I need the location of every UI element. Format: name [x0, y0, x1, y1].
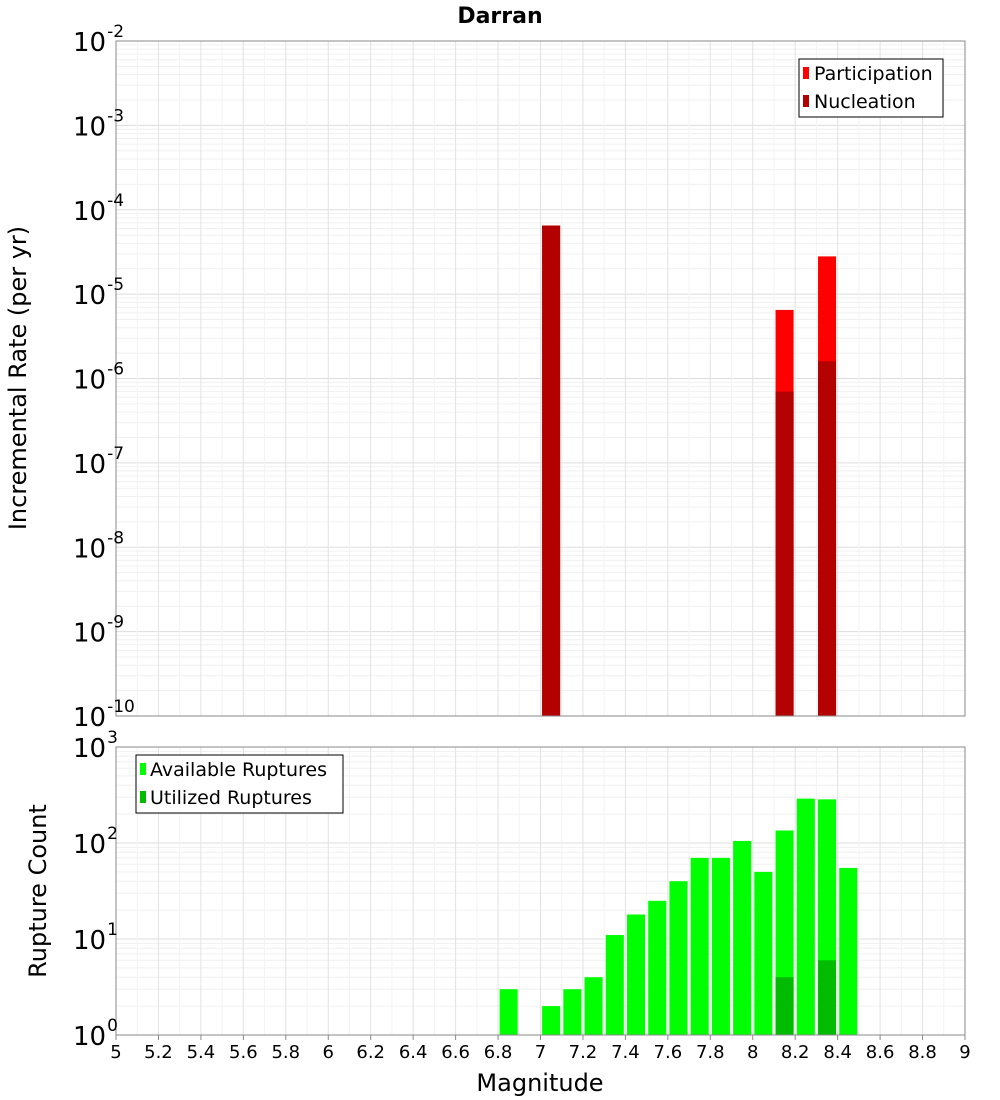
count-y-tick-label: 102 — [73, 824, 118, 860]
count-legend: Available Ruptures Utilized Ruptures — [135, 754, 344, 814]
x-tick-label: 9 — [959, 1042, 970, 1063]
rate-y-tick-exponent: -10 — [107, 697, 135, 717]
legend-label-available-ruptures: Available Ruptures — [150, 759, 327, 781]
rate-plot-gridlines — [115, 41, 966, 716]
bar-available-ruptures — [605, 935, 624, 1035]
count-y-tick-exponent: 3 — [107, 728, 118, 748]
legend-label-utilized-ruptures: Utilized Ruptures — [150, 787, 312, 809]
bar-nucleation — [775, 391, 794, 716]
legend-swatch-participation — [803, 67, 809, 79]
x-tick-label: 5.6 — [229, 1042, 258, 1063]
rate-y-tick-exponent: -5 — [107, 275, 124, 295]
rate-plot-frame — [115, 40, 966, 717]
x-tick-label: 5 — [110, 1042, 121, 1063]
rate-y-tick-exponent: -9 — [107, 613, 124, 633]
bar-available-ruptures — [499, 989, 518, 1035]
bar-nucleation — [818, 361, 837, 716]
bar-available-ruptures — [796, 798, 815, 1035]
x-tick-label: 7.4 — [611, 1042, 640, 1063]
bar-available-ruptures — [839, 867, 858, 1035]
count-y-tick-exponent: 0 — [107, 1016, 118, 1036]
legend-swatch-nucleation — [803, 95, 809, 107]
legend-swatch-available-ruptures — [140, 763, 146, 775]
count-plot-bars — [499, 798, 858, 1035]
bar-utilized-ruptures — [818, 960, 837, 1035]
x-tick-label: 8.6 — [866, 1042, 895, 1063]
x-tick-label: 7.8 — [696, 1042, 725, 1063]
count-y-tick-label: 101 — [73, 920, 118, 956]
rate-y-tick-label: 10-10 — [73, 697, 135, 733]
x-tick-label: 6.8 — [484, 1042, 513, 1063]
rate-y-tick-exponent: -6 — [107, 360, 124, 380]
x-tick-label: 6.6 — [441, 1042, 470, 1063]
legend-label-nucleation: Nucleation — [814, 91, 916, 113]
x-tick-label: 7 — [535, 1042, 546, 1063]
bar-available-ruptures — [690, 857, 709, 1035]
count-y-axis-label: Rupture Count — [24, 804, 52, 978]
count-legend-box — [135, 754, 344, 814]
legend-label-participation: Participation — [814, 63, 933, 85]
bar-nucleation — [542, 225, 561, 716]
x-tick-label: 8.2 — [781, 1042, 810, 1063]
rate-y-axis-label: Incremental Rate (per yr) — [4, 226, 32, 530]
bar-available-ruptures — [711, 857, 730, 1035]
x-axis-label: Magnitude — [476, 1069, 603, 1097]
bar-available-ruptures — [733, 840, 752, 1035]
bar-available-ruptures — [542, 1006, 561, 1035]
rate-legend-box — [798, 58, 944, 118]
x-tick-label: 6 — [323, 1042, 334, 1063]
legend-swatch-utilized-ruptures — [140, 791, 146, 803]
x-tick-label: 6.4 — [399, 1042, 428, 1063]
x-tick-label: 5.4 — [187, 1042, 216, 1063]
rate-y-tick-exponent: -3 — [107, 106, 124, 126]
x-tick-label: 5.8 — [271, 1042, 300, 1063]
rate-y-tick-exponent: -7 — [107, 444, 124, 464]
bar-available-ruptures — [648, 900, 667, 1035]
x-axis-ticks: 5 5.2 5.4 5.6 5.8 6 6.2 6.4 6.6 6.8 7 7.2 7.4 7.6 7.8 8… — [110, 1035, 971, 1063]
rate-y-tick-label: 10-4 — [73, 191, 124, 227]
rate-y-tick-exponent: -4 — [107, 191, 124, 211]
rate-y-tick-exponent: -2 — [107, 22, 124, 42]
count-y-tick-exponent: 2 — [107, 824, 118, 844]
x-tick-label: 7.2 — [569, 1042, 598, 1063]
count-y-tick-exponent: 1 — [107, 920, 118, 940]
x-tick-label: 7.6 — [654, 1042, 683, 1063]
bar-utilized-ruptures — [775, 977, 794, 1035]
x-tick-label: 8.4 — [823, 1042, 852, 1063]
rate-y-tick-exponent: -8 — [107, 528, 124, 548]
x-tick-label: 8 — [747, 1042, 758, 1063]
bar-available-ruptures — [626, 914, 646, 1035]
bar-available-ruptures — [563, 989, 582, 1035]
bar-available-ruptures — [754, 871, 773, 1035]
x-tick-label: 5.2 — [144, 1042, 173, 1063]
rate-plot-bars — [542, 225, 837, 716]
count-y-tick-label: 103 — [73, 728, 118, 764]
x-tick-label: 8.8 — [908, 1042, 937, 1063]
chart-title: Darran — [457, 4, 542, 29]
bar-available-ruptures — [584, 977, 603, 1035]
rate-legend: Participation Nucleation — [798, 58, 944, 118]
x-tick-label: 6.2 — [356, 1042, 385, 1063]
bar-available-ruptures — [669, 881, 688, 1035]
